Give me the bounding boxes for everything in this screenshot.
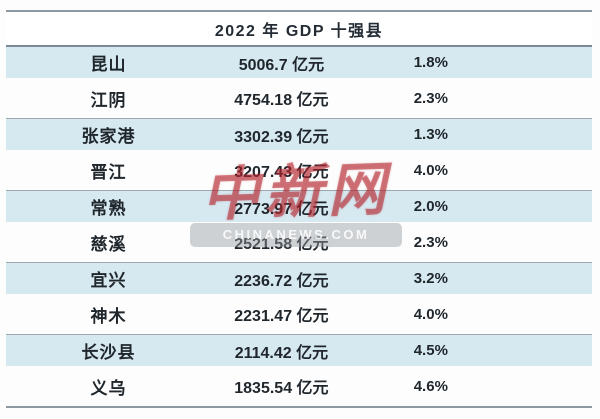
- table-row: 慈溪 2521.58 亿元 2.3%: [6, 222, 592, 263]
- growth-rate-cell: 1.8%: [413, 54, 448, 71]
- page-title: 2022 年 GDP 十强县: [6, 12, 592, 47]
- county-name-cell: 常熟: [90, 199, 127, 218]
- growth-rate-cell: 4.0%: [413, 161, 448, 179]
- table-body: 昆山 5006.7 亿元 1.8% 江阴 4754.18 亿元 2.3% 张家港…: [6, 47, 592, 408]
- gdp-value-cell: 2236.72 亿元: [234, 272, 329, 290]
- county-name-cell: 长沙县: [81, 343, 136, 362]
- table-row: 江阴 4754.18 亿元 2.3%: [6, 78, 592, 119]
- county-name-cell: 慈溪: [90, 234, 127, 254]
- county-name-cell: 张家港: [81, 127, 136, 146]
- growth-rate-cell: 2.0%: [413, 198, 448, 215]
- growth-rate-cell: 4.0%: [413, 305, 448, 323]
- county-name-cell: 神木: [90, 306, 127, 326]
- growth-rate-cell: 4.5%: [413, 342, 448, 359]
- county-name-cell: 昆山: [90, 55, 127, 74]
- county-name-cell: 晋江: [90, 162, 127, 182]
- county-name-cell: 江阴: [90, 90, 127, 110]
- table-row: 义乌 1835.54 亿元 4.6%: [6, 366, 592, 408]
- gdp-value-cell: 2773.97 亿元: [234, 200, 329, 218]
- table-row: 长沙县 2114.42 亿元 4.5%: [6, 335, 592, 366]
- gdp-value-cell: 2114.42 亿元: [234, 344, 329, 362]
- table-row: 张家港 3302.39 亿元 1.3%: [6, 119, 592, 150]
- gdp-value-cell: 5006.7 亿元: [238, 56, 325, 74]
- table-row: 昆山 5006.7 亿元 1.8%: [6, 47, 592, 78]
- gdp-value-cell: 4754.18 亿元: [234, 92, 329, 109]
- gdp-table: 2022 年 GDP 十强县 昆山 5006.7 亿元 1.8% 江阴 4754…: [6, 10, 592, 408]
- gdp-value-cell: 3207.43 亿元: [234, 164, 329, 181]
- growth-rate-cell: 3.2%: [413, 270, 448, 287]
- gdp-value-cell: 2521.58 亿元: [234, 236, 329, 253]
- table-row: 晋江 3207.43 亿元 4.0%: [6, 150, 592, 191]
- growth-rate-cell: 2.3%: [413, 233, 448, 251]
- table-row: 常熟 2773.97 亿元 2.0%: [6, 191, 592, 222]
- county-name-cell: 义乌: [90, 378, 127, 398]
- table-row: 神木 2231.47 亿元 4.0%: [6, 294, 592, 335]
- growth-rate-cell: 4.6%: [413, 377, 448, 395]
- growth-rate-cell: 2.3%: [413, 89, 448, 107]
- table-row: 宜兴 2236.72 亿元 3.2%: [6, 263, 592, 294]
- gdp-value-cell: 1835.54 亿元: [234, 380, 329, 397]
- gdp-value-cell: 3302.39 亿元: [234, 128, 329, 146]
- gdp-value-cell: 2231.47 亿元: [234, 308, 329, 325]
- top-divider: [6, 10, 592, 12]
- county-name-cell: 宜兴: [90, 271, 127, 290]
- growth-rate-cell: 1.3%: [413, 126, 448, 143]
